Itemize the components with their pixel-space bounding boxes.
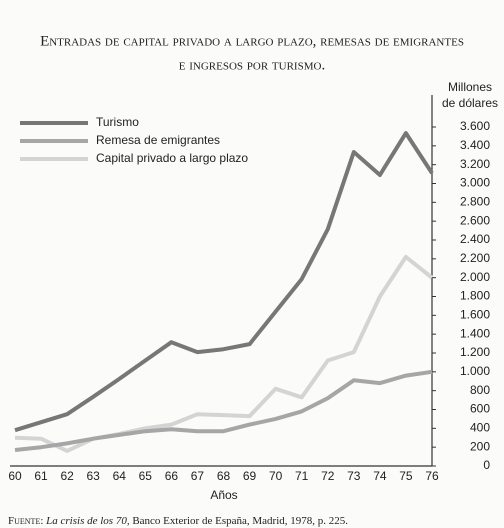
y-tick-label: 2.200 — [460, 251, 490, 265]
y-tick-label: 0 — [483, 458, 490, 472]
series-line — [14, 254, 434, 453]
x-tick-label: 75 — [399, 469, 413, 483]
y-tick-label: 800 — [470, 383, 490, 397]
x-tick-label: 60 — [8, 469, 22, 483]
x-tick-label: 69 — [243, 469, 257, 483]
x-tick-label: 73 — [347, 469, 361, 483]
y-tick-label: 2.400 — [460, 232, 490, 246]
x-tick-label: 74 — [373, 469, 387, 483]
x-tick-label: 64 — [113, 469, 127, 483]
y-tick-label: 2.800 — [460, 195, 490, 209]
y-tick-label: 200 — [470, 439, 490, 453]
y-tick-label: 1.800 — [460, 289, 490, 303]
x-tick-label: 70 — [269, 469, 283, 483]
x-tick-label: 61 — [34, 469, 48, 483]
x-tick-label: 68 — [217, 469, 231, 483]
series-line — [14, 131, 434, 433]
y-tick-label: 2.600 — [460, 213, 490, 227]
source: Fuente: La crisis de los 70, Banco Exter… — [8, 515, 348, 527]
x-tick-label: 76 — [425, 469, 439, 483]
y-tick-label: 400 — [470, 421, 490, 435]
source-title: La crisis de los 70, — [45, 515, 130, 527]
x-tick-label: 71 — [295, 469, 309, 483]
source-rest: Banco Exterior de España, Madrid, 1978, … — [132, 515, 348, 527]
legend-label: Capital privado a largo plazo — [96, 151, 248, 165]
chart-title: Entradas de capital privado a largo plaz… — [40, 33, 464, 49]
y-tick-label: 1.200 — [460, 345, 490, 359]
x-tick-label: 65 — [139, 469, 153, 483]
y-tick-label: 1.400 — [460, 326, 490, 340]
legend-label: Turismo — [96, 115, 139, 129]
y-tick-label: 3.400 — [460, 138, 490, 152]
y-tick-label: 3.600 — [460, 119, 490, 133]
x-axis-label: Años — [210, 488, 237, 502]
x-tick-label: 66 — [165, 469, 179, 483]
x-tick-label: 67 — [191, 469, 205, 483]
chart-title: e ingresos por turismo. — [179, 57, 325, 73]
y-tick-label: 3.200 — [460, 157, 490, 171]
x-tick-label: 63 — [87, 469, 101, 483]
y-tick-label: 3.000 — [460, 176, 490, 190]
y-tick-label: 1.600 — [460, 308, 490, 322]
y-tick-label: 600 — [470, 402, 490, 416]
y-tick-label: 1.000 — [460, 364, 490, 378]
source-label: Fuente: — [8, 515, 43, 527]
y-tick-label: 2.000 — [460, 270, 490, 284]
x-tick-label: 62 — [60, 469, 74, 483]
legend-label: Remesa de emigrantes — [96, 133, 220, 147]
y-axis-label: Millones — [448, 80, 492, 94]
x-tick-label: 72 — [321, 469, 335, 483]
y-axis-label: de dólares — [442, 96, 498, 110]
series-line — [14, 369, 433, 452]
